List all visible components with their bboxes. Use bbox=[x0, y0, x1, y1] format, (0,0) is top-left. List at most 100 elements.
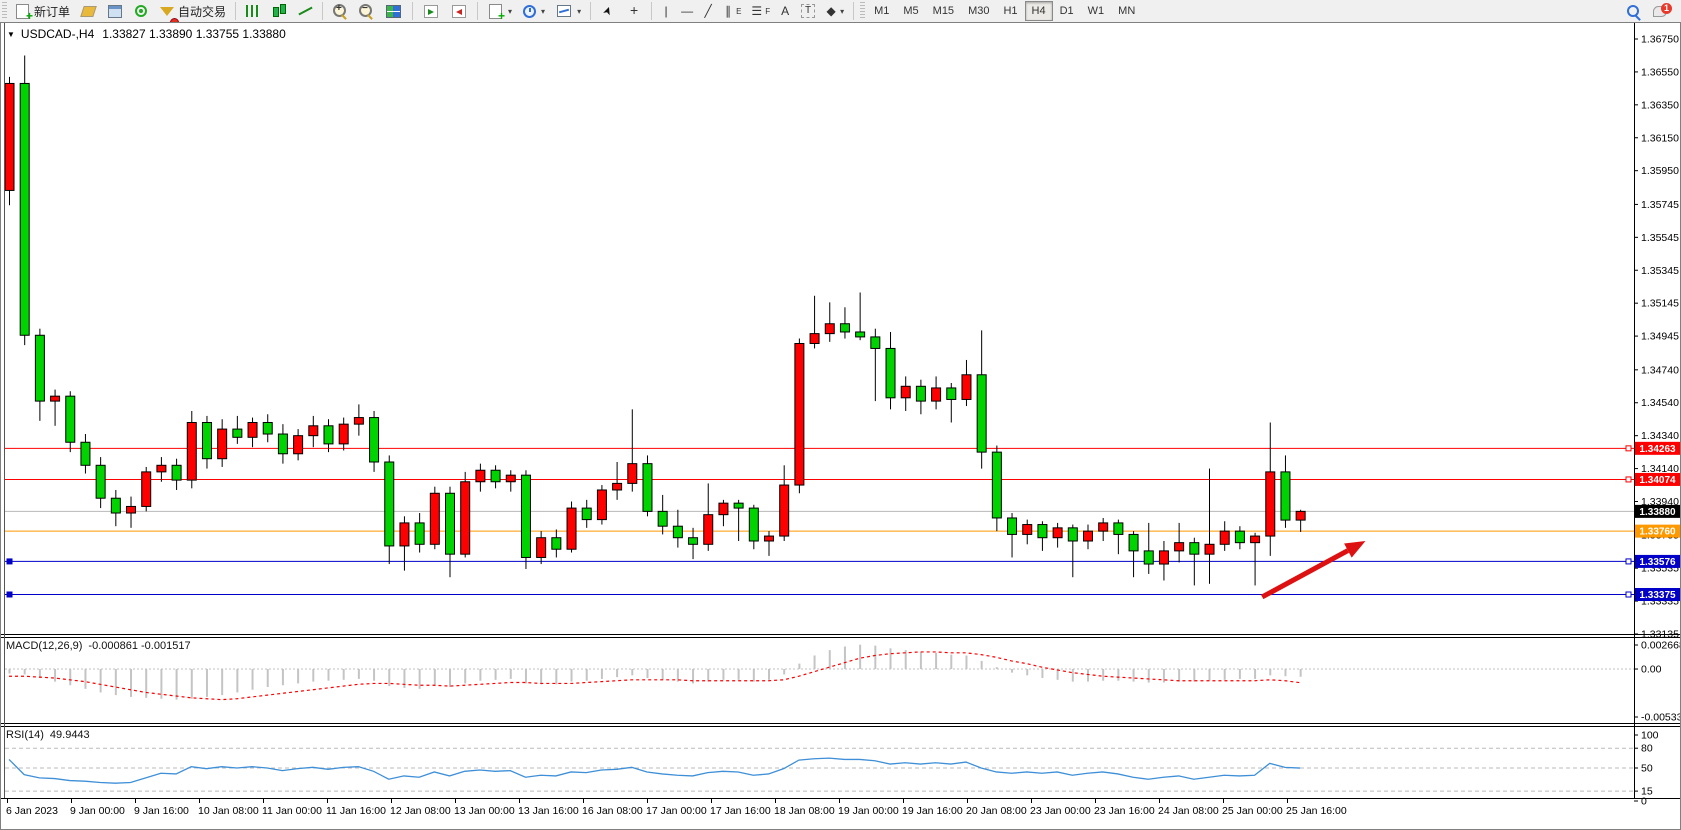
chevron-down-icon[interactable]: ▾ bbox=[577, 6, 582, 16]
chart-symbol-period: USDCAD-,H4 bbox=[20, 27, 95, 41]
line-chart-button[interactable] bbox=[292, 0, 318, 22]
cursor-icon: ➤ bbox=[600, 4, 616, 18]
data-window-button[interactable] bbox=[102, 0, 128, 22]
text-label-button[interactable]: T bbox=[795, 0, 821, 22]
svg-text:1.35145: 1.35145 bbox=[1641, 298, 1679, 310]
timeframe-m5-button[interactable]: M5 bbox=[903, 5, 919, 17]
chat-icon: 1 bbox=[1653, 2, 1672, 17]
svg-text:20 Jan 08:00: 20 Jan 08:00 bbox=[966, 805, 1027, 817]
svg-text:9 Jan 16:00: 9 Jan 16:00 bbox=[134, 805, 189, 817]
timeframe-m30-button[interactable]: M30 bbox=[968, 5, 990, 17]
svg-text:80: 80 bbox=[1641, 743, 1653, 755]
svg-text:1.34074: 1.34074 bbox=[1639, 475, 1676, 486]
crosshair-button[interactable]: + bbox=[621, 0, 647, 22]
arrows-icon: ◆ bbox=[826, 4, 836, 18]
chevron-down-icon[interactable]: ▾ bbox=[541, 6, 546, 16]
bar-chart-button[interactable] bbox=[240, 0, 266, 22]
svg-text:17 Jan 00:00: 17 Jan 00:00 bbox=[646, 805, 707, 817]
notifications-button[interactable]: 1 bbox=[1647, 0, 1673, 22]
market-watch-button[interactable] bbox=[75, 0, 102, 22]
svg-text:13 Jan 16:00: 13 Jan 16:00 bbox=[518, 805, 579, 817]
svg-text:1.33576: 1.33576 bbox=[1639, 557, 1676, 568]
indicators-icon bbox=[489, 3, 505, 23]
signals-button[interactable] bbox=[128, 0, 154, 22]
chevron-down-icon[interactable]: ▾ bbox=[840, 6, 845, 16]
chart-window[interactable]: 1.36750 1.36550 1.36350 1.36150 1.35950 1.357… bbox=[0, 22, 1681, 830]
cursor-button[interactable]: ➤ bbox=[595, 0, 621, 22]
svg-text:19 Jan 16:00: 19 Jan 16:00 bbox=[902, 805, 963, 817]
notification-badge: 1 bbox=[1661, 2, 1672, 14]
svg-text:25 Jan 00:00: 25 Jan 00:00 bbox=[1222, 805, 1283, 817]
svg-text:17 Jan 16:00: 17 Jan 16:00 bbox=[710, 805, 771, 817]
chevron-down-icon[interactable]: ▾ bbox=[508, 6, 513, 16]
timeframe-h1-button[interactable]: H1 bbox=[1003, 5, 1018, 17]
template-icon bbox=[557, 5, 572, 17]
zoom-in-button[interactable] bbox=[327, 0, 353, 22]
chart-shift-button[interactable] bbox=[445, 0, 473, 22]
new-order-button[interactable]: 新订单 bbox=[9, 0, 75, 23]
vertical-line-icon: | bbox=[664, 4, 668, 18]
macd-values: -0.000861 -0.001517 bbox=[88, 640, 191, 652]
timeframe-h4-button[interactable]: H4 bbox=[1024, 1, 1053, 21]
chart-canvas[interactable]: 1.36750 1.36550 1.36350 1.36150 1.35950 1.357… bbox=[1, 23, 1680, 829]
channel-icon: ∥ bbox=[725, 4, 732, 18]
timeframe-m1-button[interactable]: M1 bbox=[874, 5, 890, 17]
svg-text:100: 100 bbox=[1641, 730, 1659, 742]
tile-windows-button[interactable] bbox=[379, 0, 408, 22]
toolbar-separator bbox=[322, 2, 324, 20]
svg-text:9 Jan 00:00: 9 Jan 00:00 bbox=[70, 805, 125, 817]
timeframe-mn-button[interactable]: MN bbox=[1118, 5, 1136, 17]
toolbar-separator bbox=[412, 2, 414, 20]
svg-text:13 Jan 00:00: 13 Jan 00:00 bbox=[454, 805, 515, 817]
svg-text:1.33760: 1.33760 bbox=[1639, 527, 1676, 538]
svg-text:1.35950: 1.35950 bbox=[1641, 165, 1679, 177]
autotrading-button-label: 自动交易 bbox=[178, 4, 227, 19]
timeframe-w1-button[interactable]: W1 bbox=[1087, 5, 1105, 17]
search-button[interactable] bbox=[1619, 0, 1647, 22]
horizontal-line-button[interactable]: — bbox=[676, 0, 698, 22]
channel-icon-letter: E bbox=[736, 6, 742, 16]
trendline-button[interactable]: ╱ bbox=[698, 0, 718, 22]
chart-shift-icon bbox=[452, 4, 467, 18]
svg-text:1.34263: 1.34263 bbox=[1639, 444, 1676, 455]
svg-text:1.35745: 1.35745 bbox=[1641, 199, 1679, 211]
svg-text:1.34540: 1.34540 bbox=[1641, 397, 1679, 409]
zoom-out-button[interactable] bbox=[353, 0, 379, 22]
auto-scroll-icon bbox=[424, 4, 439, 18]
auto-scroll-button[interactable] bbox=[417, 0, 445, 22]
timeframe-d1-button[interactable]: D1 bbox=[1059, 5, 1074, 17]
search-icon bbox=[1625, 3, 1641, 19]
autotrading-button[interactable]: 自动交易 bbox=[154, 0, 231, 27]
chart-dropdown-icon[interactable]: ▼ bbox=[7, 29, 15, 39]
indicators-button[interactable]: ▾ bbox=[482, 0, 517, 23]
svg-text:0: 0 bbox=[1641, 796, 1647, 808]
fibonacci-button[interactable]: ☰ F bbox=[746, 0, 775, 22]
arrows-button[interactable]: ◆ ▾ bbox=[821, 0, 849, 22]
periods-button[interactable]: ▾ bbox=[517, 0, 550, 22]
signals-icon bbox=[135, 5, 148, 17]
rsi-indicator-label: RSI(14) 49.9443 bbox=[6, 729, 90, 741]
rsi-value: 49.9443 bbox=[49, 729, 90, 741]
svg-text:18 Jan 08:00: 18 Jan 08:00 bbox=[774, 805, 835, 817]
chart-ohlc-values: 1.33827 1.33890 1.33755 1.33880 bbox=[102, 27, 286, 41]
svg-text:1.34340: 1.34340 bbox=[1641, 430, 1679, 442]
chart-title: ▼ USDCAD-,H4 1.33827 1.33890 1.33755 1.3… bbox=[7, 27, 286, 41]
vertical-line-button[interactable]: | bbox=[656, 0, 676, 22]
timeframe-m15-button[interactable]: M15 bbox=[932, 5, 955, 17]
bar-chart-icon bbox=[246, 5, 261, 17]
crosshair-icon: + bbox=[629, 2, 639, 18]
svg-text:0.002668: 0.002668 bbox=[1641, 640, 1680, 652]
candlestick-chart-button[interactable] bbox=[266, 0, 292, 22]
svg-text:1.34140: 1.34140 bbox=[1641, 463, 1679, 475]
equidistant-channel-button[interactable]: ∥ E bbox=[718, 0, 746, 22]
templates-button[interactable]: ▾ bbox=[550, 0, 586, 22]
svg-text:12 Jan 08:00: 12 Jan 08:00 bbox=[390, 805, 451, 817]
svg-text:11 Jan 16:00: 11 Jan 16:00 bbox=[326, 805, 386, 817]
text-button[interactable]: A bbox=[775, 0, 795, 22]
trend-arrow bbox=[1260, 548, 1350, 600]
toolbar-separator bbox=[590, 2, 592, 20]
market-watch-icon bbox=[80, 5, 97, 17]
svg-text:25 Jan 16:00: 25 Jan 16:00 bbox=[1286, 805, 1347, 817]
zoom-out-icon bbox=[358, 3, 374, 20]
svg-text:1.34945: 1.34945 bbox=[1641, 331, 1679, 343]
